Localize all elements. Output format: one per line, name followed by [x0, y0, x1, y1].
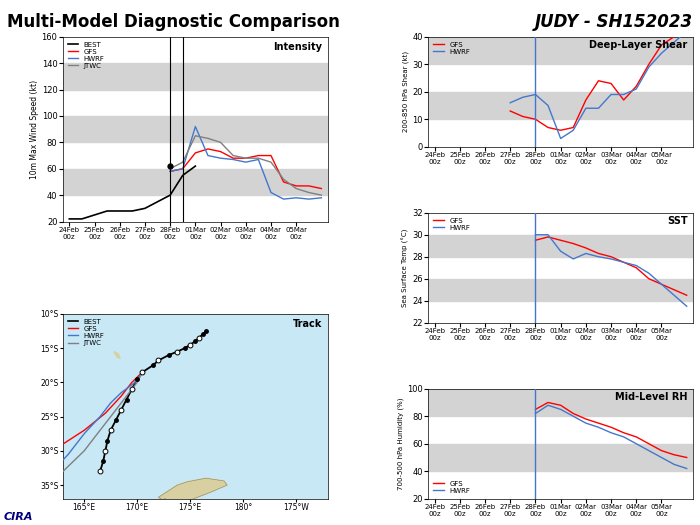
Bar — [428, 279, 693, 301]
Text: Deep-Layer Shear: Deep-Layer Shear — [589, 40, 687, 50]
Polygon shape — [114, 352, 120, 359]
Text: Multi-Model Diagnostic Comparison: Multi-Model Diagnostic Comparison — [7, 13, 340, 31]
Y-axis label: Sea Surface Temp (°C): Sea Surface Temp (°C) — [402, 228, 409, 307]
Text: Intensity: Intensity — [274, 43, 323, 52]
Legend: BEST, GFS, HWRF, JTWC: BEST, GFS, HWRF, JTWC — [66, 318, 106, 348]
Legend: GFS, HWRF: GFS, HWRF — [432, 479, 471, 495]
Bar — [63, 63, 328, 90]
Bar — [428, 92, 693, 119]
Y-axis label: 10m Max Wind Speed (kt): 10m Max Wind Speed (kt) — [30, 80, 38, 178]
Polygon shape — [108, 521, 183, 525]
Text: CIRA: CIRA — [4, 512, 33, 522]
Bar — [428, 37, 693, 64]
Text: JUDY - SH152023: JUDY - SH152023 — [535, 13, 693, 31]
Bar — [428, 388, 693, 416]
Text: SST: SST — [667, 216, 687, 226]
Text: Mid-Level RH: Mid-Level RH — [615, 392, 687, 402]
Y-axis label: 200-850 hPa Shear (kt): 200-850 hPa Shear (kt) — [402, 51, 409, 132]
Legend: GFS, HWRF: GFS, HWRF — [432, 216, 471, 232]
Y-axis label: 700-500 hPa Humidity (%): 700-500 hPa Humidity (%) — [398, 397, 404, 490]
Bar — [428, 235, 693, 257]
Bar — [428, 444, 693, 471]
Bar — [63, 116, 328, 142]
Legend: GFS, HWRF: GFS, HWRF — [432, 40, 471, 56]
Text: Track: Track — [293, 320, 323, 330]
Polygon shape — [158, 478, 227, 502]
Bar — [63, 169, 328, 195]
Legend: BEST, GFS, HWRF, JTWC: BEST, GFS, HWRF, JTWC — [66, 40, 106, 70]
